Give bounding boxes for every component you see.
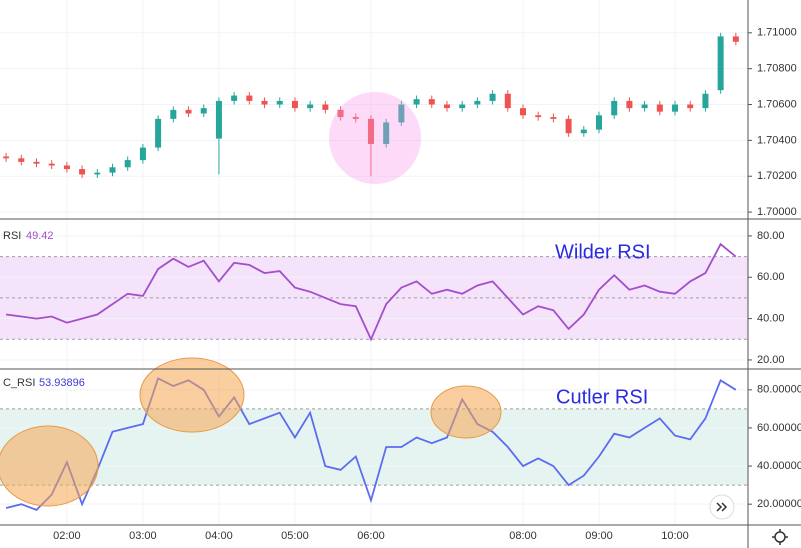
y-tick-label: 20.00 bbox=[757, 354, 785, 366]
candle-body bbox=[276, 100, 283, 105]
candle-body bbox=[200, 108, 207, 114]
candle-body bbox=[504, 93, 511, 109]
candle-body bbox=[428, 99, 435, 105]
y-tick-label: 1.71000 bbox=[757, 27, 797, 39]
candle-body bbox=[33, 161, 40, 164]
candle-body bbox=[672, 104, 679, 112]
y-tick-label: 60.00 bbox=[757, 271, 785, 283]
x-tick-label: 06:00 bbox=[357, 530, 385, 542]
plot bbox=[3, 32, 739, 511]
candle-body bbox=[352, 117, 359, 119]
line bbox=[5, 242, 737, 342]
y-tick-label: 1.70200 bbox=[757, 170, 797, 182]
y-tick-label: 1.70800 bbox=[757, 63, 797, 75]
candle-body bbox=[596, 115, 603, 130]
highlight-ellipse bbox=[0, 425, 99, 507]
y-tick-label: 1.70400 bbox=[757, 134, 797, 146]
candle-body bbox=[702, 93, 709, 109]
candle-body bbox=[535, 115, 542, 118]
candle-body bbox=[170, 109, 177, 119]
x-tick-label: 04:00 bbox=[205, 530, 233, 542]
candle-body bbox=[337, 109, 344, 118]
candle-body bbox=[687, 104, 694, 109]
candle-body bbox=[231, 95, 238, 101]
candle-body bbox=[398, 104, 405, 123]
candle-body bbox=[519, 108, 526, 116]
candle-body bbox=[63, 165, 70, 170]
candle-body bbox=[489, 93, 496, 101]
legend-value: 49.42 bbox=[26, 230, 54, 242]
candle-body bbox=[732, 36, 739, 42]
candle-body bbox=[139, 147, 146, 161]
legend-value: 53.93896 bbox=[39, 377, 85, 389]
y-tick-label: 40.00 bbox=[757, 313, 785, 325]
candle-body bbox=[246, 95, 253, 101]
gear-icon[interactable] bbox=[774, 531, 786, 543]
y-tick-label: 1.70600 bbox=[757, 98, 797, 110]
legend-name: RSI bbox=[3, 230, 21, 242]
candle-body bbox=[367, 118, 374, 144]
candle-body bbox=[3, 156, 10, 159]
x-tick-label: 08:00 bbox=[509, 530, 537, 542]
annotation: Cutler RSI bbox=[556, 386, 648, 408]
candle-body bbox=[124, 160, 131, 168]
candle-body bbox=[215, 100, 222, 139]
candle-body bbox=[474, 100, 481, 105]
candle-body bbox=[626, 100, 633, 109]
candle-body bbox=[413, 99, 420, 105]
candle-body bbox=[79, 169, 86, 175]
candle-body bbox=[261, 100, 268, 105]
candle-body bbox=[155, 118, 162, 148]
settings-button[interactable] bbox=[772, 529, 788, 545]
gear-teeth[interactable] bbox=[772, 529, 788, 545]
candle-body bbox=[322, 104, 329, 110]
y-tick-label: 1.70000 bbox=[757, 206, 797, 218]
candle-body bbox=[291, 100, 298, 109]
legend-name: C_RSI bbox=[3, 377, 35, 389]
band bbox=[0, 408, 748, 486]
candle-body bbox=[641, 104, 648, 109]
button-icon[interactable] bbox=[716, 502, 728, 512]
candle-body bbox=[307, 104, 314, 109]
y-tick-label: 80.00000 bbox=[757, 384, 801, 396]
scroll-button[interactable] bbox=[709, 494, 735, 520]
background bbox=[0, 0, 748, 524]
candle-body bbox=[611, 100, 618, 116]
x-tick-label: 10:00 bbox=[661, 530, 689, 542]
line bbox=[5, 377, 737, 511]
x-tick-label: 09:00 bbox=[585, 530, 613, 542]
x-tick-label: 05:00 bbox=[281, 530, 309, 542]
candle-body bbox=[717, 36, 724, 91]
candle-body bbox=[94, 172, 101, 175]
candle-body bbox=[459, 104, 466, 109]
annotation: Wilder RSI bbox=[555, 241, 651, 263]
candle-body bbox=[48, 163, 55, 166]
highlight-ellipse bbox=[430, 385, 502, 439]
y-tick-label: 60.00000 bbox=[757, 422, 801, 434]
y-tick-label: 40.00000 bbox=[757, 460, 801, 472]
y-tick-label: 20.00000 bbox=[757, 498, 801, 510]
x-tick-label: 02:00 bbox=[53, 530, 81, 542]
overlays bbox=[0, 92, 502, 507]
candle-body bbox=[550, 117, 557, 119]
candle-body bbox=[185, 109, 192, 114]
candle-body bbox=[443, 104, 450, 109]
y-tick-label: 80.00 bbox=[757, 230, 785, 242]
candle-body bbox=[656, 104, 663, 112]
candle-body bbox=[109, 167, 116, 173]
candle-body bbox=[18, 158, 25, 162]
highlight-circle bbox=[329, 92, 421, 184]
x-tick-label: 03:00 bbox=[129, 530, 157, 542]
highlight-ellipse bbox=[139, 357, 245, 433]
candle-body bbox=[565, 118, 572, 134]
candle-body bbox=[383, 122, 390, 144]
candle-body bbox=[580, 129, 587, 134]
